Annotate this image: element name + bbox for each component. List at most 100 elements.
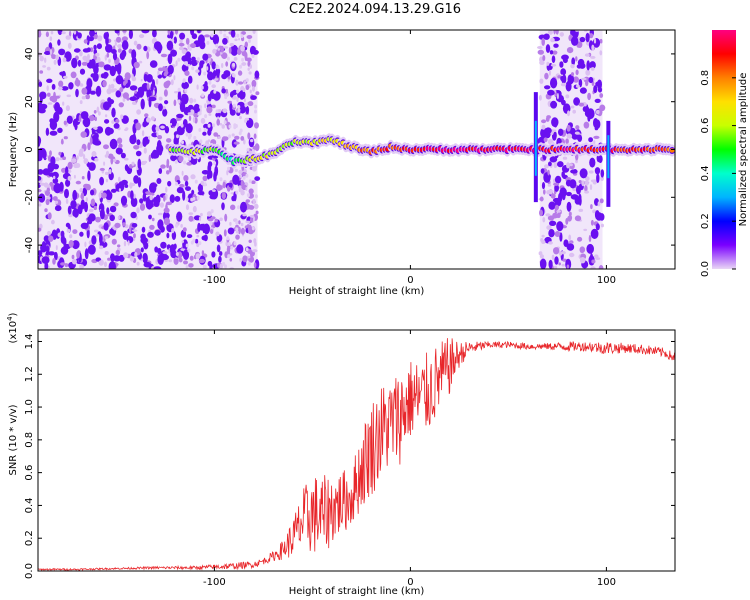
- noise-speck: [551, 254, 555, 261]
- noise-speck: [151, 217, 155, 222]
- noise-speck: [577, 236, 583, 242]
- noise-speck: [594, 126, 599, 131]
- noise-speck: [95, 52, 100, 57]
- noise-speck: [65, 198, 69, 205]
- noise-speck: [95, 216, 101, 223]
- noise-speck: [586, 60, 590, 71]
- noise-speck: [92, 72, 99, 82]
- noise-speck: [117, 48, 122, 53]
- noise-speck: [196, 57, 200, 62]
- noise-speck: [566, 47, 574, 54]
- noise-speck: [245, 220, 251, 224]
- noise-speck: [584, 185, 588, 192]
- noise-speck: [99, 208, 105, 220]
- noise-speck: [228, 182, 233, 188]
- noise-speck: [114, 30, 120, 34]
- noise-speck: [548, 69, 552, 76]
- noise-speck: [100, 73, 105, 79]
- noise-speck: [595, 109, 600, 115]
- noise-speck: [80, 222, 89, 229]
- noise-speck: [251, 79, 257, 88]
- noise-speck: [539, 254, 545, 259]
- noise-speck: [232, 62, 236, 67]
- noise-speck: [180, 223, 183, 228]
- noise-speck: [188, 263, 194, 268]
- noise-speck: [133, 233, 136, 239]
- noise-speck: [166, 170, 170, 175]
- noise-speck: [163, 71, 168, 77]
- colorbar-tick-label: 0.6: [700, 118, 711, 134]
- noise-speck: [96, 43, 102, 50]
- noise-speck: [237, 70, 243, 76]
- noise-speck: [575, 56, 578, 62]
- noise-speck: [150, 83, 154, 92]
- noise-speck: [599, 104, 606, 112]
- noise-speck: [47, 92, 51, 97]
- noise-speck: [71, 158, 77, 163]
- y-tick-label: 1.0: [24, 399, 35, 415]
- noise-speck: [233, 57, 238, 61]
- noise-speck: [216, 65, 220, 70]
- noise-speck: [578, 102, 585, 107]
- noise-speck: [142, 121, 147, 128]
- noise-speck: [124, 184, 129, 188]
- noise-speck: [579, 257, 586, 264]
- noise-speck: [65, 179, 71, 187]
- noise-speck: [201, 83, 209, 92]
- noise-speck: [568, 211, 572, 217]
- noise-speck: [97, 35, 103, 42]
- y-tick-label: 0.4: [24, 497, 35, 513]
- noise-speck: [255, 210, 259, 215]
- noise-speck: [46, 78, 53, 84]
- noise-speck: [193, 113, 199, 118]
- noise-speck: [162, 251, 168, 255]
- noise-speck: [155, 125, 160, 132]
- noise-speck: [594, 254, 599, 259]
- noise-speck: [208, 190, 214, 196]
- noise-speck: [230, 245, 234, 250]
- noise-speck: [241, 57, 245, 62]
- noise-speck: [181, 93, 186, 99]
- noise-speck: [599, 50, 603, 56]
- noise-speck: [53, 59, 57, 65]
- noise-speck: [192, 205, 197, 213]
- noise-speck: [163, 195, 166, 202]
- noise-speck: [254, 194, 258, 199]
- noise-speck: [57, 39, 61, 46]
- noise-speck: [216, 69, 220, 78]
- noise-speck: [165, 186, 168, 193]
- noise-speck: [547, 183, 552, 187]
- noise-speck: [211, 61, 216, 70]
- y-tick-label: 40: [24, 48, 35, 61]
- chart-title: C2E2.2024.094.13.29.G16: [288, 2, 462, 17]
- noise-speck: [185, 123, 193, 134]
- noise-speck: [554, 184, 559, 192]
- noise-speck: [249, 64, 252, 69]
- noise-speck: [104, 251, 109, 255]
- noise-speck: [537, 49, 544, 55]
- noise-region: [38, 30, 261, 269]
- noise-speck: [578, 208, 584, 212]
- noise-speck: [238, 226, 241, 235]
- noise-speck: [549, 220, 557, 226]
- noise-speck: [236, 244, 244, 254]
- noise-speck: [543, 137, 548, 143]
- noise-speck: [188, 46, 192, 51]
- noise-speck: [121, 49, 127, 58]
- noise-speck: [244, 103, 248, 108]
- noise-speck: [54, 200, 59, 204]
- noise-speck: [554, 231, 561, 237]
- noise-speck: [65, 35, 71, 40]
- noise-speck: [554, 256, 559, 265]
- noise-speck: [50, 31, 54, 35]
- noise-speck: [548, 241, 553, 245]
- noise-speck: [557, 75, 562, 79]
- noise-speck: [79, 100, 83, 105]
- x-tick-label: 0: [407, 577, 413, 588]
- noise-speck: [238, 37, 241, 41]
- noise-speck: [158, 168, 163, 174]
- noise-speck: [569, 252, 575, 258]
- noise-speck: [249, 89, 252, 94]
- noise-speck: [166, 158, 170, 167]
- noise-speck: [139, 203, 146, 211]
